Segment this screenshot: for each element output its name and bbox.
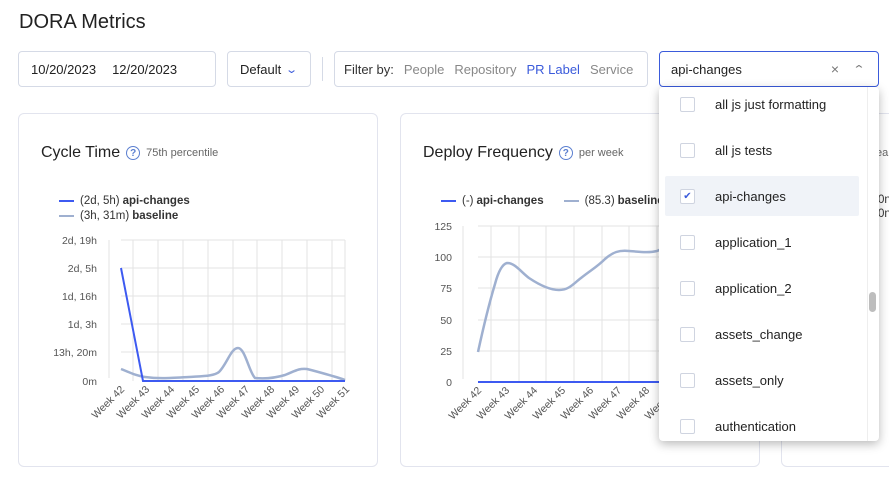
legend-partial-1: 0n — [878, 194, 889, 206]
filter-by-label: Filter by: — [344, 61, 394, 77]
cycle-time-title-row: Cycle Time ? 75th percentile — [41, 144, 218, 162]
filter-option-service[interactable]: Service — [589, 61, 634, 77]
grid — [462, 225, 761, 381]
baseline-series-line — [120, 346, 346, 382]
cycle-time-chart: 2d, 19h 2d, 5h 1d, 16h 1d, 3h 13h, 20m 0… — [53, 235, 352, 422]
legend-swatch — [563, 199, 579, 202]
svg-text:125: 125 — [434, 221, 452, 233]
option-assets-change[interactable]: assets_change — [665, 314, 859, 354]
preset-select[interactable]: Default ⌄ — [227, 51, 311, 87]
svg-text:100: 100 — [434, 252, 452, 264]
pr-label-dropdown[interactable]: all js just formatting all js tests ✔ ap… — [659, 87, 879, 441]
api-changes-series-line — [120, 267, 345, 382]
option-application-2[interactable]: application_2 — [665, 268, 859, 308]
legend-swatch — [59, 214, 74, 217]
page-title: DORA Metrics — [19, 11, 146, 33]
card-title: Cycle Time — [41, 144, 121, 161]
filter-option-people[interactable]: People — [403, 61, 445, 77]
filter-by-group: Filter by: People Repository PR Label Se… — [334, 51, 648, 87]
clear-icon[interactable]: × — [830, 61, 840, 77]
legend-item-api-changes[interactable]: (2d, 5h) api-changes — [59, 193, 190, 208]
cycle-time-card: Cycle Time ? 75th percentile (2d, 5h) api… — [18, 113, 378, 467]
legend-item-baseline[interactable]: (85.3) baseline — [563, 193, 664, 208]
legend-swatch — [59, 199, 74, 202]
date-end[interactable]: 12/20/2023 — [112, 61, 178, 77]
svg-text:1d, 16h: 1d, 16h — [62, 291, 97, 303]
scrollbar-thumb[interactable] — [869, 292, 876, 312]
svg-text:0m: 0m — [82, 376, 97, 388]
date-start[interactable]: 10/20/2023 — [31, 61, 97, 77]
chevron-down-icon: ⌄ — [285, 63, 299, 76]
x-axis-ticks: Week 42 Week 43 Week 44 Week 45 Week 46 … — [89, 384, 352, 422]
pr-label-select-value[interactable]: api-changes — [671, 61, 742, 77]
checkbox-checked[interactable]: ✔ — [680, 188, 695, 204]
date-range-picker[interactable]: 10/20/2023 12/20/2023 — [18, 51, 216, 87]
card-subtitle: 75th percentile — [146, 147, 219, 159]
option-assets-only[interactable]: assets_only — [665, 360, 859, 400]
svg-text:2d, 5h: 2d, 5h — [68, 263, 97, 275]
check-icon: ✔ — [683, 190, 692, 202]
x-axis-ticks: Week 42 Week 43 Week 44 Week 45 Week 46 … — [446, 385, 680, 423]
baseline-series-line — [476, 240, 672, 353]
svg-text:13h, 20m: 13h, 20m — [53, 347, 97, 359]
legend-item-api-changes[interactable]: (-) api-changes — [441, 193, 544, 208]
checkbox[interactable] — [680, 418, 695, 434]
help-icon[interactable]: ? — [558, 146, 573, 160]
pr-label-select[interactable]: api-changes × ⌃ — [659, 51, 879, 87]
toolbar-divider — [322, 57, 323, 81]
checkbox[interactable] — [680, 234, 695, 250]
y-axis-ticks: 125 100 75 50 25 0 — [434, 221, 452, 389]
chart-legend: (2d, 5h) api-changes (3h, 31m) baseline — [59, 193, 190, 223]
svg-text:75: 75 — [440, 283, 452, 295]
deploy-frequency-title-row: Deploy Frequency ? per week — [423, 144, 623, 162]
checkbox[interactable] — [680, 326, 695, 342]
help-icon[interactable]: ? — [126, 146, 141, 160]
preset-value: Default — [240, 61, 282, 77]
chart-legend: (-) api-changes (85.3) baseline — [441, 193, 664, 208]
option-api-changes[interactable]: ✔ api-changes — [665, 176, 859, 216]
chevron-up-icon[interactable]: ⌃ — [852, 63, 866, 76]
option-all-js-just-formatting[interactable]: all js just formatting — [665, 87, 859, 124]
y-axis-ticks: 2d, 19h 2d, 5h 1d, 16h 1d, 3h 13h, 20m 0… — [53, 235, 97, 388]
legend-swatch — [441, 199, 456, 202]
checkbox[interactable] — [680, 372, 695, 388]
svg-text:50: 50 — [440, 315, 452, 327]
checkbox[interactable] — [680, 280, 695, 296]
svg-text:1d, 3h: 1d, 3h — [68, 319, 97, 331]
checkbox[interactable] — [680, 142, 695, 158]
card-title: Deploy Frequency — [423, 144, 553, 161]
legend-item-baseline[interactable]: (3h, 31m) baseline — [59, 208, 190, 223]
filter-option-repository[interactable]: Repository — [454, 61, 517, 77]
svg-text:0: 0 — [446, 377, 452, 389]
svg-text:2d, 19h: 2d, 19h — [62, 235, 97, 247]
svg-text:25: 25 — [440, 346, 452, 358]
legend-partial-2: 0n — [878, 208, 889, 220]
option-all-js-tests[interactable]: all js tests — [665, 130, 859, 170]
card-subtitle: per week — [578, 147, 624, 159]
option-authentication[interactable]: authentication — [665, 406, 859, 441]
grid — [108, 239, 346, 381]
dropdown-scrollbar[interactable] — [867, 87, 879, 441]
card-subtitle: ea — [876, 147, 889, 159]
filter-option-pr-label[interactable]: PR Label — [526, 61, 580, 77]
checkbox[interactable] — [680, 96, 695, 112]
option-application-1[interactable]: application_1 — [665, 222, 859, 262]
